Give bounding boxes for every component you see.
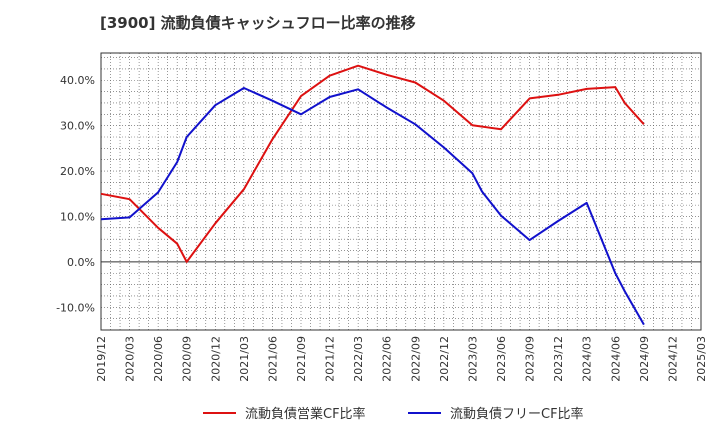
free-cf-ratio-line <box>100 87 645 326</box>
x-tick-label: 2022/03 <box>352 336 365 382</box>
chart-title: [3900] 流動負債キャッシュフロー比率の推移 <box>100 14 416 32</box>
y-axis-tick-labels: -10.0% 0.0% 10.0% 20.0% 30.0% 40.0% <box>56 74 95 314</box>
x-tick-label: 2023/09 <box>524 336 537 382</box>
y-tick-label: -10.0% <box>56 301 95 314</box>
x-tick-label: 2024/09 <box>638 336 651 382</box>
x-tick-label: 2022/06 <box>381 336 394 382</box>
x-tick-label: 2020/06 <box>152 336 165 382</box>
axes <box>100 52 702 331</box>
x-tick-label: 2023/12 <box>552 336 565 382</box>
x-tick-label: 2025/03 <box>695 336 708 382</box>
x-tick-label: 2021/06 <box>266 336 279 382</box>
y-tick-label: 30.0% <box>60 120 95 133</box>
x-tick-label: 2023/06 <box>495 336 508 382</box>
plot-frame <box>100 52 702 331</box>
x-tick-label: 2024/06 <box>609 336 622 382</box>
x-tick-label: 2022/09 <box>409 336 422 382</box>
legend-label: 流動負債営業CF比率 <box>245 406 366 422</box>
x-tick-label: 2023/03 <box>466 336 479 382</box>
y-tick-label: 0.0% <box>67 256 95 269</box>
series-lines <box>100 64 645 326</box>
x-tick-label: 2022/12 <box>438 336 451 382</box>
y-tick-label: 40.0% <box>60 74 95 87</box>
y-tick-label: 10.0% <box>60 210 95 223</box>
x-tick-label: 2020/09 <box>181 336 194 382</box>
operating-cf-ratio-line <box>100 64 645 263</box>
x-tick-label: 2021/09 <box>295 336 308 382</box>
x-tick-label: 2019/12 <box>95 336 108 382</box>
grid <box>100 53 702 331</box>
x-tick-label: 2021/03 <box>238 336 251 382</box>
x-tick-label: 2020/12 <box>209 336 222 382</box>
y-tick-label: 20.0% <box>60 165 95 178</box>
x-tick-label: 2024/03 <box>581 336 594 382</box>
x-tick-label: 2024/12 <box>666 336 679 382</box>
x-axis-tick-labels: 2019/12 2020/03 2020/06 2020/09 2020/12 2021/… <box>95 336 708 382</box>
x-tick-label: 2020/03 <box>124 336 137 382</box>
x-tick-label: 2021/12 <box>324 336 337 382</box>
legend-label: 流動負債フリーCF比率 <box>450 406 584 422</box>
legend: 流動負債営業CF比率 流動負債フリーCF比率 <box>203 406 584 422</box>
